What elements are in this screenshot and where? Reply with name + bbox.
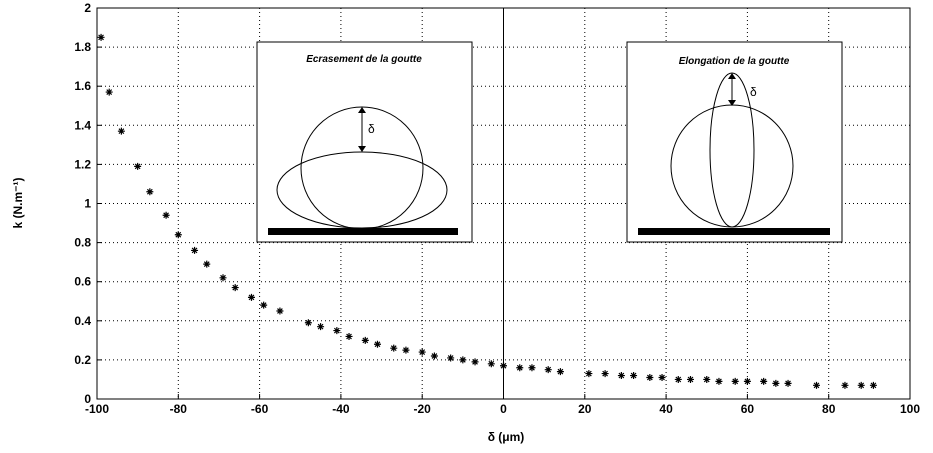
data-point — [471, 358, 479, 366]
y-tick-label: 1.2 — [74, 157, 91, 171]
data-point — [703, 375, 711, 383]
y-tick-label: 1 — [84, 197, 91, 211]
data-point — [674, 375, 682, 383]
data-point — [247, 293, 255, 301]
data-point — [134, 162, 142, 170]
data-point — [617, 372, 625, 380]
data-point — [203, 260, 211, 268]
data-point — [658, 373, 666, 381]
x-tick-label: 100 — [900, 402, 920, 416]
data-point — [630, 372, 638, 380]
delta-label: δ — [750, 85, 757, 99]
inset-frame — [626, 41, 843, 243]
y-tick-label: 0.8 — [74, 236, 91, 250]
y-axis-label: k (N.m⁻¹) — [11, 177, 25, 228]
y-tick-label: 0.2 — [74, 353, 91, 367]
inset-title: Elongation de la goutte — [679, 56, 790, 67]
data-point — [585, 370, 593, 378]
x-axis-label: δ (μm) — [488, 430, 525, 444]
data-point — [390, 344, 398, 352]
x-tick-label: 60 — [741, 402, 755, 416]
data-point — [345, 332, 353, 340]
data-point — [686, 375, 694, 383]
data-point — [304, 319, 312, 327]
ground — [268, 228, 458, 235]
ground — [638, 228, 830, 235]
x-tick-label: 20 — [578, 402, 592, 416]
data-point — [418, 348, 426, 356]
data-point — [191, 246, 199, 254]
y-tick-label: 1.4 — [74, 118, 91, 132]
data-point — [715, 377, 723, 385]
data-point — [276, 307, 284, 315]
data-point — [430, 352, 438, 360]
data-point — [516, 364, 524, 372]
data-point — [317, 323, 325, 331]
inset-elongate: Elongation de la goutte δ — [626, 41, 843, 243]
data-point — [646, 373, 654, 381]
data-point — [772, 379, 780, 387]
x-tick-label: 0 — [500, 402, 507, 416]
data-point — [500, 362, 507, 370]
x-tick-label: -60 — [251, 402, 269, 416]
data-point — [219, 274, 227, 282]
data-point — [260, 301, 268, 309]
data-point — [731, 377, 739, 385]
data-point — [105, 88, 113, 96]
y-tick-label: 0.4 — [74, 314, 91, 328]
data-point — [174, 231, 182, 239]
data-point — [528, 364, 536, 372]
data-point — [117, 127, 125, 135]
x-tick-label: -40 — [332, 402, 350, 416]
inset-squash: Ecrasement de la goutte δ — [256, 41, 473, 243]
y-tick-label: 0 — [84, 392, 91, 406]
data-point — [162, 211, 170, 219]
data-point — [841, 381, 849, 389]
data-point — [556, 368, 564, 376]
inset-title: Ecrasement de la goutte — [306, 54, 422, 65]
y-tick-label: 1.8 — [74, 40, 91, 54]
data-point — [760, 377, 768, 385]
data-point — [601, 370, 609, 378]
data-point — [813, 381, 821, 389]
x-tick-label: -100 — [85, 402, 109, 416]
data-point — [373, 340, 381, 348]
data-point — [447, 354, 455, 362]
x-tick-label: -80 — [170, 402, 188, 416]
x-tick-label: 40 — [659, 402, 673, 416]
plot-frame — [96, 7, 911, 400]
x-tick-label: 80 — [822, 402, 836, 416]
data-point — [402, 346, 410, 354]
y-tick-label: 0.6 — [74, 275, 91, 289]
data-point — [361, 336, 369, 344]
data-point — [146, 188, 154, 196]
data-point — [784, 379, 792, 387]
data-point — [544, 366, 552, 374]
data-point — [487, 360, 495, 368]
data-point — [231, 284, 239, 292]
data-point — [333, 327, 341, 335]
y-tick-label: 1.6 — [74, 79, 91, 93]
delta-label: δ — [368, 122, 375, 136]
y-tick-label: 2 — [84, 1, 91, 15]
data-point — [743, 377, 751, 385]
data-point — [869, 381, 877, 389]
data-point — [857, 381, 865, 389]
data-point — [459, 356, 467, 364]
inset-frame — [256, 41, 473, 243]
data-point — [97, 33, 105, 41]
x-tick-label: -20 — [414, 402, 432, 416]
